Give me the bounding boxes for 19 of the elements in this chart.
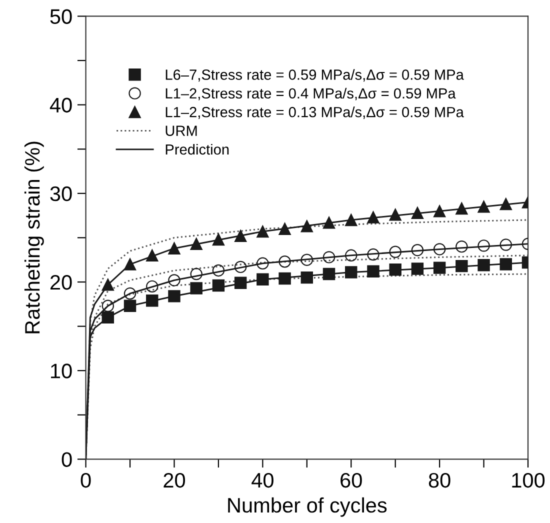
- legend-label: L6–7,Stress rate = 0.59 MPa/s,Δσ = 0.59 MPa: [166, 69, 464, 82]
- legend-label: URM: [166, 126, 197, 136]
- x-tick-label: 100: [512, 472, 545, 488]
- legend-label: L1–2,Stress rate = 0.4 MPa/s,Δσ = 0.59 MPa: [166, 88, 456, 100]
- y-tick-label: 40: [50, 98, 72, 113]
- y-tick-label: 10: [51, 364, 72, 378]
- x-tick-label: 60: [340, 472, 362, 488]
- y-axis-title: Ratcheting strain (%): [24, 142, 44, 334]
- x-tick-label: 80: [428, 472, 450, 488]
- legend-label: Prediction: [166, 144, 229, 155]
- y-tick-label: 0: [62, 452, 72, 467]
- y-tick-label: 20: [50, 275, 72, 290]
- x-tick-label: 40: [252, 472, 274, 488]
- x-tick-label: 0: [80, 472, 91, 488]
- legend-label: L1–2,Stress rate = 0.13 MPa/s,Δσ = 0.59 MPa: [166, 106, 464, 119]
- y-tick-label: 50: [50, 9, 72, 24]
- x-axis-title: Number of cycles: [228, 497, 387, 517]
- y-tick-label: 30: [50, 186, 72, 202]
- x-tick-label: 20: [164, 472, 186, 488]
